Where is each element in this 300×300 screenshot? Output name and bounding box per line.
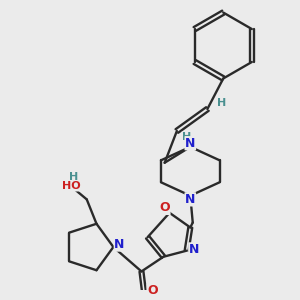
Text: N: N (185, 137, 196, 150)
Text: O: O (159, 201, 170, 214)
Text: N: N (189, 243, 199, 256)
Text: HO: HO (61, 181, 80, 191)
Text: O: O (147, 284, 158, 298)
Text: H: H (218, 98, 227, 108)
Text: H: H (182, 132, 191, 142)
Text: N: N (114, 238, 125, 251)
Text: N: N (185, 193, 196, 206)
Text: H: H (69, 172, 78, 182)
